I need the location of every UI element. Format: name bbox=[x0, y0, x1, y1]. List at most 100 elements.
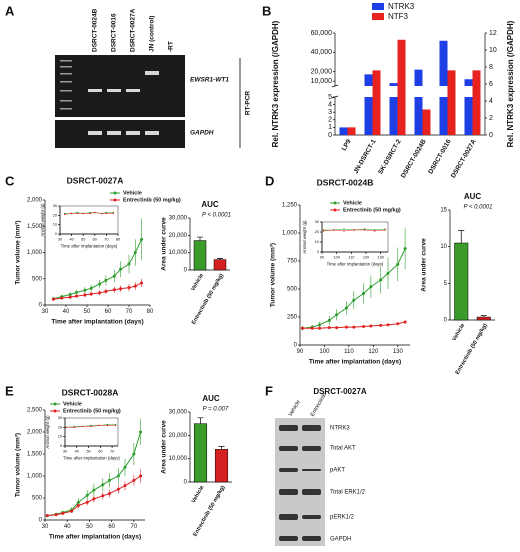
data-point bbox=[386, 323, 390, 327]
bar bbox=[422, 109, 431, 135]
legend-swatch bbox=[372, 3, 384, 10]
protein-label: GAPDH bbox=[330, 537, 351, 543]
data-point bbox=[112, 274, 116, 278]
y-tick-label: 2 bbox=[328, 117, 332, 124]
y2-tick-label: 0 bbox=[489, 132, 493, 139]
chart-title: AUC bbox=[202, 394, 220, 403]
data-point bbox=[363, 229, 366, 231]
x-tick-label: 50 bbox=[81, 237, 85, 241]
x-tick-label: 80 bbox=[116, 237, 120, 241]
y-tick-label: 20,000 bbox=[169, 433, 188, 439]
data-point bbox=[83, 293, 87, 297]
data-point bbox=[310, 326, 314, 330]
y-tick-label: 1 bbox=[328, 124, 332, 131]
bar bbox=[389, 83, 398, 135]
x-axis-label: Time after implantation (days) bbox=[51, 319, 143, 326]
y-tick-label: 2,500 bbox=[27, 408, 43, 414]
gel bbox=[55, 55, 185, 117]
x-tick-label: 30 bbox=[42, 524, 49, 530]
y-axis-label: Area under curve bbox=[161, 420, 168, 474]
y-tick-label: 10 bbox=[53, 223, 57, 227]
y-tick-label: 20 bbox=[315, 230, 319, 234]
y-tick-label: 500 bbox=[32, 276, 43, 282]
bar bbox=[476, 316, 491, 321]
data-point bbox=[335, 313, 339, 317]
annotation: P = 0.007 bbox=[203, 407, 229, 413]
bar bbox=[364, 74, 373, 135]
data-point bbox=[85, 493, 89, 497]
x-tick-label: DSRCT-0024B bbox=[400, 138, 428, 179]
x-tick-label: 40 bbox=[75, 449, 79, 453]
y-tick-label: 0 bbox=[184, 268, 188, 274]
chart-title: DSRCT-0024B bbox=[317, 177, 374, 187]
x-tick-label: DSRCT-0016 bbox=[427, 138, 453, 175]
legend-label: NTRK3 bbox=[388, 2, 415, 11]
y2-axis-label: Rel. NTRK3 expression (/GAPDH) bbox=[506, 20, 515, 147]
y-tick-label: 5 bbox=[328, 94, 332, 101]
y-tick-label: 0 bbox=[444, 318, 448, 324]
blot-title: DSRCT-0027A bbox=[313, 387, 367, 396]
bar bbox=[397, 39, 406, 135]
lane-label: -RT bbox=[168, 41, 175, 52]
y-axis-label: Tumor volume (mm³) bbox=[270, 243, 277, 307]
y-tick-label: 250 bbox=[287, 315, 298, 321]
y-tick-label: 60,000 bbox=[311, 30, 333, 37]
data-point bbox=[363, 228, 366, 230]
legend-label: Vehicle bbox=[63, 401, 82, 407]
data-point bbox=[89, 292, 93, 296]
data-point bbox=[327, 326, 331, 330]
series-line bbox=[302, 248, 406, 329]
y-tick-label: 0 bbox=[39, 518, 43, 524]
data-point bbox=[83, 288, 87, 292]
x-tick-label: DSRCT-0027A bbox=[450, 138, 478, 179]
error-bar bbox=[218, 446, 225, 450]
annotation: P < 0.0001 bbox=[464, 205, 493, 211]
y-axis-label: Animal weight (g) bbox=[302, 220, 307, 254]
x-tick-label: 60 bbox=[105, 309, 112, 315]
bar bbox=[439, 40, 448, 135]
y-tick-label: 30,000 bbox=[169, 216, 188, 222]
y-tick-label: 0 bbox=[60, 444, 62, 448]
data-point bbox=[353, 229, 355, 231]
data-point bbox=[51, 297, 55, 301]
data-point bbox=[119, 287, 123, 291]
y-tick-label: 30 bbox=[58, 416, 62, 420]
data-point bbox=[344, 325, 348, 329]
y-tick-label: 20 bbox=[58, 425, 62, 429]
inset-frame bbox=[321, 221, 389, 253]
panel-label: A bbox=[5, 3, 15, 18]
bar bbox=[454, 242, 469, 321]
y-axis-label: Tumor volume (mm³) bbox=[15, 433, 22, 497]
data-point bbox=[98, 424, 100, 427]
y-tick-label: 4 bbox=[328, 101, 332, 108]
legend-marker bbox=[333, 201, 337, 205]
data-point bbox=[384, 229, 386, 231]
data-point bbox=[90, 425, 92, 428]
data-point bbox=[369, 324, 373, 328]
chart-title: DSRCT-0028A bbox=[62, 387, 119, 397]
protein-label: Total ERK1/2 bbox=[330, 490, 366, 496]
panel-label: F bbox=[265, 383, 273, 398]
x-axis-label: Time after implantation (days) bbox=[309, 359, 401, 366]
data-point bbox=[362, 291, 366, 295]
x-tick-label: Vehicle bbox=[452, 323, 467, 342]
blot bbox=[275, 418, 325, 546]
data-point bbox=[104, 289, 108, 293]
protein-label: NTRK3 bbox=[330, 426, 350, 432]
panel-label: B bbox=[262, 3, 271, 18]
x-tick-label: SK-DSRCT-2 bbox=[377, 138, 403, 176]
gel-image bbox=[55, 55, 241, 148]
data-point bbox=[98, 291, 102, 295]
y-tick-label: 30,000 bbox=[169, 410, 188, 416]
data-point bbox=[76, 212, 79, 215]
bar bbox=[464, 79, 473, 135]
y-tick-label: 0 bbox=[328, 132, 332, 139]
x-tick-label: 70 bbox=[104, 237, 108, 241]
y-tick-label: 3 bbox=[328, 109, 332, 116]
data-point bbox=[101, 494, 105, 498]
x-tick-label: 50 bbox=[86, 449, 90, 453]
data-point bbox=[318, 326, 322, 330]
legend-label: Entrectinib (50 mg/kg) bbox=[63, 408, 121, 414]
bar bbox=[214, 449, 229, 483]
